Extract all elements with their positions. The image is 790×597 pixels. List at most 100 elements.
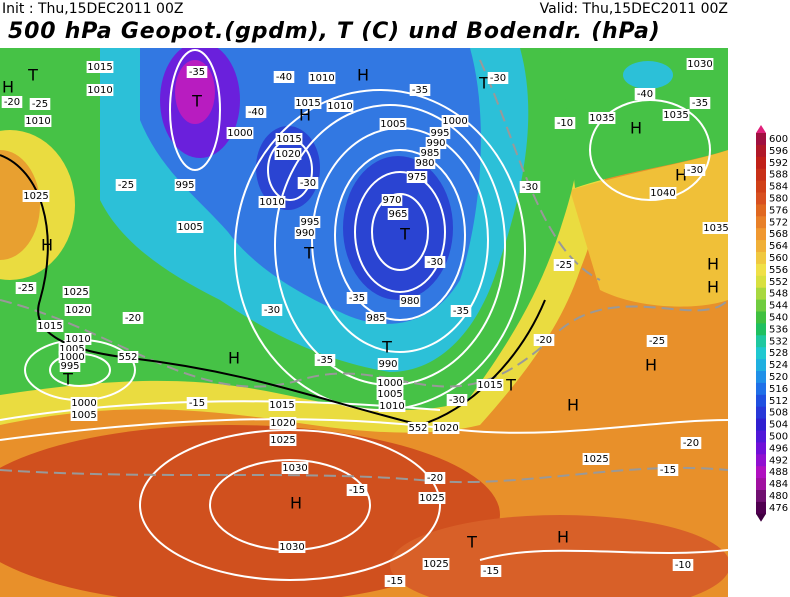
- temperature-label: -10: [675, 560, 691, 571]
- temperature-label: -30: [264, 305, 280, 316]
- temperature-label-box: [657, 464, 679, 476]
- field-red: [390, 515, 728, 597]
- pressure-center: H: [630, 119, 642, 138]
- isobar-label: 1020: [65, 305, 90, 316]
- colorbar-cell: [756, 240, 766, 253]
- temperature-label: -15: [349, 485, 365, 496]
- isobar-label: 1005: [59, 344, 84, 355]
- isobar-label-box: [365, 312, 387, 324]
- isobar-label: 1030: [282, 463, 307, 474]
- isobar-label: 1015: [276, 134, 301, 145]
- colorbar-label: 536: [769, 324, 788, 335]
- temperature-label: -25: [556, 260, 572, 271]
- isobar-label-box: [686, 58, 714, 70]
- pressure-center: H: [707, 255, 719, 274]
- temperature-label: -35: [412, 85, 428, 96]
- temperature-label-box: [314, 354, 336, 366]
- colorbar-label: 576: [769, 205, 788, 216]
- isobar-label-box: [24, 115, 52, 127]
- pressure-center: H: [41, 236, 53, 255]
- colorbar-cell: [756, 133, 766, 146]
- temperature-label: -15: [660, 465, 676, 476]
- isobar-label: 1010: [379, 401, 404, 412]
- colorbar-cell: [756, 204, 766, 217]
- colorbar-label: 560: [769, 253, 788, 264]
- isobar-label: 1030: [279, 542, 304, 553]
- temperature-label-box: [554, 117, 576, 129]
- colorbar-label: 564: [769, 241, 788, 252]
- pressure-center: H: [228, 349, 240, 368]
- isobar-label: 1005: [377, 389, 402, 400]
- temperature-label: -40: [248, 107, 264, 118]
- temperature-label: -20: [4, 97, 20, 108]
- temperature-label-box: [533, 334, 555, 346]
- temperature-label: -25: [32, 99, 48, 110]
- temperature-label-box: [273, 71, 295, 83]
- isobar-label: 1005: [177, 222, 202, 233]
- isobar-label: 995: [60, 361, 79, 372]
- isobar-label: 1015: [477, 380, 502, 391]
- colorbar-cell: [756, 323, 766, 336]
- temperature-label: -20: [125, 313, 141, 324]
- isobar-label-box: [22, 190, 50, 202]
- temperature-label: -30: [427, 257, 443, 268]
- temperature-label-box: [346, 292, 368, 304]
- isobar-label-box: [422, 558, 450, 570]
- colorbar-cell: [756, 275, 766, 289]
- isobar-label: 1020: [270, 418, 295, 429]
- isobar-label: 1035: [589, 113, 614, 124]
- isobar-label: 970: [382, 195, 401, 206]
- pressure-center: H: [675, 166, 687, 185]
- isobar-label: 1010: [65, 334, 90, 345]
- colorbar-cell: [756, 216, 766, 229]
- pressure-center: H: [707, 278, 719, 297]
- isobar-label-box: [377, 358, 399, 370]
- pressure-center: H: [290, 494, 302, 513]
- colorbar-label: 544: [769, 301, 788, 312]
- colorbar-label: 572: [769, 217, 788, 228]
- isobar-label-box: [59, 360, 81, 372]
- pressure-center: H: [357, 66, 369, 85]
- contour-label: 552: [118, 352, 137, 363]
- colorbar-cell: [756, 442, 766, 455]
- isobar-label: 1035: [703, 223, 728, 234]
- temperature-label: -30: [449, 395, 465, 406]
- colorbar-cell: [756, 394, 766, 408]
- isobar-label-box: [418, 492, 446, 504]
- colorbar-label: 580: [769, 194, 788, 205]
- isobar-label-box: [268, 399, 296, 411]
- isobar-label-box: [376, 388, 404, 400]
- temperature-label-box: [672, 559, 694, 571]
- isobar-label: 990: [378, 359, 397, 370]
- temperature-label: -30: [490, 73, 506, 84]
- isobar-label: 965: [388, 209, 407, 220]
- colorbar-cell: [756, 501, 766, 515]
- temperature-label: -15: [189, 398, 205, 409]
- temperature-label: -35: [317, 355, 333, 366]
- colorbar-cell: [756, 144, 766, 158]
- isobar-label-box: [86, 61, 114, 73]
- isobar-label: 1010: [259, 197, 284, 208]
- temperature-label-box: [29, 98, 51, 110]
- isobar-label-box: [387, 208, 409, 220]
- temperature-label: -35: [692, 98, 708, 109]
- isobar-label: 1005: [71, 410, 96, 421]
- isobar-label: 1010: [309, 73, 334, 84]
- isobar-label: 1010: [327, 101, 352, 112]
- colorbar-cell: [756, 454, 766, 467]
- isobar-label: 1015: [269, 400, 294, 411]
- temperature-label-box: [346, 484, 368, 496]
- isobar-label-box: [588, 112, 616, 124]
- isobar-label-box: [299, 216, 321, 228]
- isobar-label-box: [281, 462, 309, 474]
- colorbar-cell: [756, 168, 766, 182]
- colorbar-cell: [756, 382, 766, 396]
- isobar-label: 1000: [442, 116, 467, 127]
- temperature-label: -25: [18, 283, 34, 294]
- isobar-label-box: [429, 127, 451, 139]
- isobar-label: 985: [366, 313, 385, 324]
- colorbar-label: 552: [769, 277, 788, 288]
- isobar-label-box: [176, 221, 204, 233]
